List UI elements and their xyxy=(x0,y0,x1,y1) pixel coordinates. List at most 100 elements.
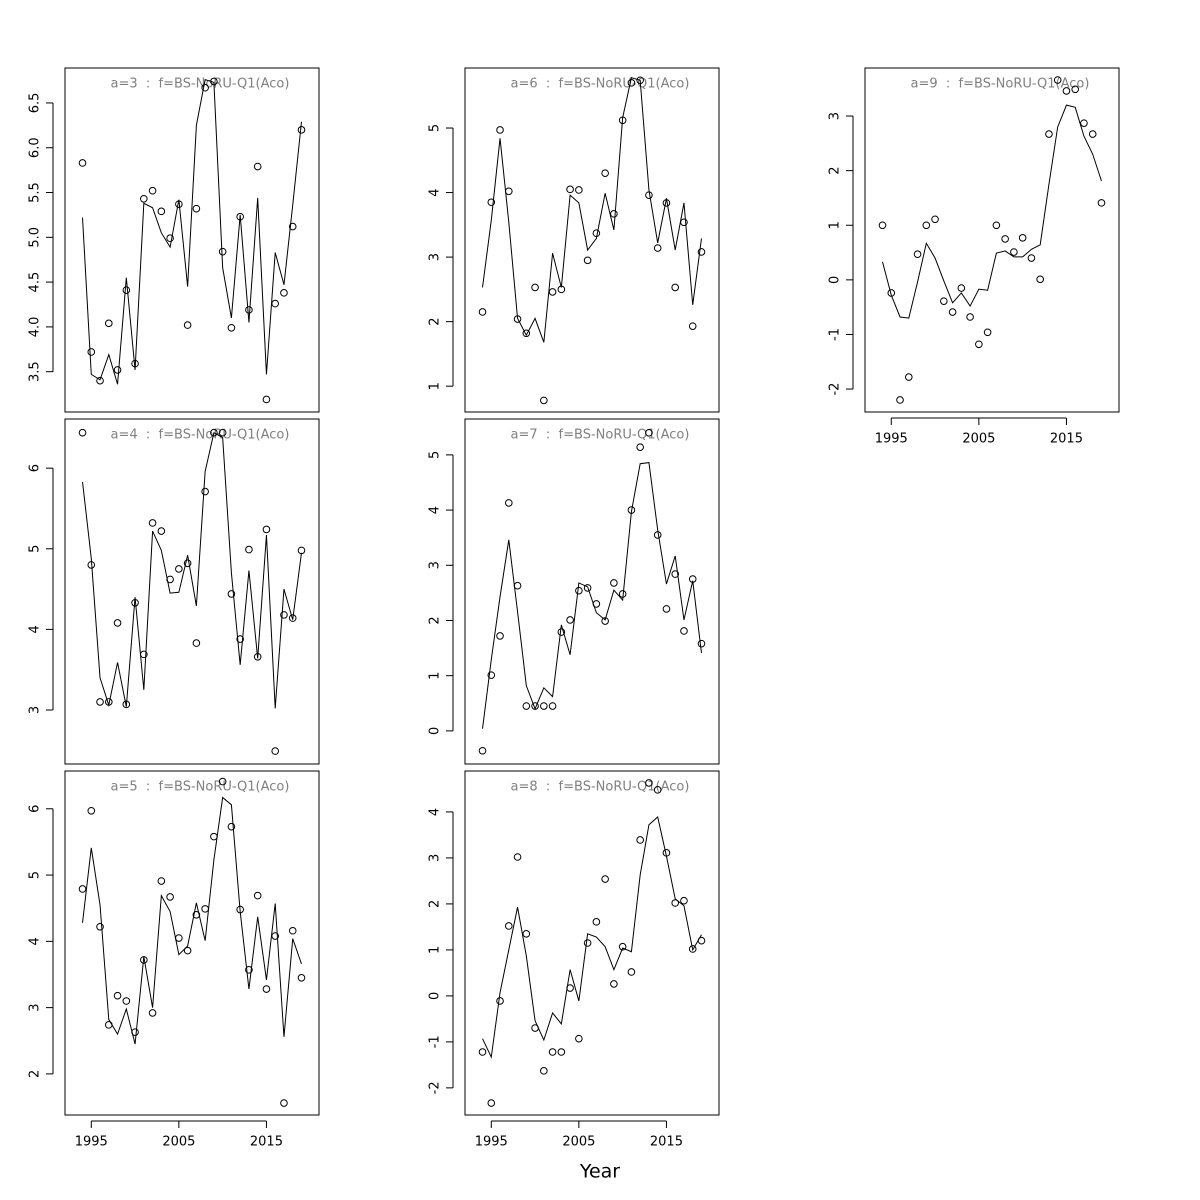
data-point xyxy=(548,1048,557,1056)
data-point xyxy=(245,306,253,314)
data-point xyxy=(1097,199,1106,207)
x-tick-label: 2005 xyxy=(962,432,995,447)
data-point xyxy=(636,443,644,451)
data-point xyxy=(166,893,174,901)
data-point xyxy=(262,985,271,993)
data-point xyxy=(680,627,688,635)
data-point xyxy=(940,297,948,305)
data-point xyxy=(610,980,618,988)
y-tick-label: 4 xyxy=(428,808,443,816)
data-point xyxy=(140,194,148,203)
y-tick-label: 3 xyxy=(28,706,43,714)
y-tick-label: 1 xyxy=(828,221,843,229)
data-point xyxy=(148,186,157,195)
y-tick-label: 2 xyxy=(428,318,443,326)
fitted-line xyxy=(82,431,302,709)
y-tick-label: 4.5 xyxy=(28,272,43,293)
data-point xyxy=(192,639,201,647)
data-point xyxy=(957,284,966,292)
data-point xyxy=(1062,87,1071,95)
data-point xyxy=(96,376,104,385)
x-tick-label: 1995 xyxy=(475,1135,508,1150)
data-point xyxy=(288,926,297,935)
data-point xyxy=(201,905,209,913)
y-tick-label: 5 xyxy=(28,545,43,553)
data-point xyxy=(1010,248,1018,256)
data-point xyxy=(531,283,539,292)
data-point xyxy=(1071,85,1080,94)
data-point xyxy=(653,786,662,794)
data-point xyxy=(566,185,574,194)
y-tick-label: 3 xyxy=(428,854,443,862)
data-point xyxy=(271,747,280,755)
data-point xyxy=(113,619,122,627)
x-tick-label: 2015 xyxy=(250,1135,283,1150)
x-tick-label: 2005 xyxy=(562,1135,595,1150)
data-point xyxy=(496,632,504,640)
panel-title: a=4 : f=BS-NoRU-Q1(Aco) xyxy=(111,428,290,443)
data-point xyxy=(487,671,496,679)
data-point xyxy=(78,885,87,893)
data-point xyxy=(566,616,574,624)
x-axis-title: Year xyxy=(579,1161,620,1183)
data-point xyxy=(680,896,688,905)
data-point xyxy=(87,806,96,815)
data-point xyxy=(662,605,671,613)
data-point xyxy=(645,779,653,787)
panel-title: a=7 : f=BS-NoRU-Q1(Aco) xyxy=(511,428,690,443)
panel: a=4 : f=BS-NoRU-Q1(Aco) 3 4 5 6 xyxy=(28,418,320,765)
data-point xyxy=(96,922,104,931)
plot-frame xyxy=(64,67,320,413)
data-point xyxy=(122,286,131,294)
y-tick-label: -1 xyxy=(828,328,843,341)
x-tick-label: 2015 xyxy=(650,1135,683,1150)
data-point xyxy=(157,877,166,885)
data-point xyxy=(166,234,174,243)
data-point xyxy=(297,546,306,555)
data-point xyxy=(262,395,271,404)
data-point xyxy=(1036,275,1044,284)
y-tick-label: 1 xyxy=(428,946,443,954)
data-point xyxy=(931,215,939,224)
data-point xyxy=(697,248,706,256)
data-point xyxy=(496,997,504,1005)
data-point xyxy=(201,487,209,496)
y-tick-label: -1 xyxy=(428,1035,443,1048)
data-point xyxy=(487,198,496,207)
panel-title: a=5 : f=BS-NoRU-Q1(Aco) xyxy=(111,780,290,795)
data-point xyxy=(548,288,557,296)
data-point xyxy=(575,586,583,595)
y-tick-label: 2 xyxy=(28,1070,43,1078)
data-point xyxy=(697,639,706,648)
y-tick-label: 4 xyxy=(428,188,443,196)
y-tick-label: 0 xyxy=(428,727,443,735)
data-point xyxy=(618,942,627,951)
y-tick-label: 0 xyxy=(828,276,843,284)
y-tick-label: 5.5 xyxy=(28,182,43,203)
data-point xyxy=(548,702,557,710)
data-point xyxy=(113,366,122,374)
panel: a=6 : f=BS-NoRU-Q1(Aco) 1 2 3 4 5 xyxy=(428,67,720,413)
y-tick-label: 3 xyxy=(428,561,443,569)
data-point xyxy=(627,968,636,976)
x-tick-label: 2015 xyxy=(1050,432,1083,447)
data-point xyxy=(983,328,992,337)
data-point xyxy=(297,973,306,982)
data-point xyxy=(504,187,513,196)
data-point xyxy=(183,321,192,329)
data-point xyxy=(671,283,680,292)
y-tick-label: 3 xyxy=(428,253,443,261)
y-tick-label: 3 xyxy=(828,112,843,120)
data-point xyxy=(157,527,166,535)
data-point xyxy=(1018,234,1027,242)
panel: a=9 : f=BS-NoRU-Q1(Aco) -2 -1 0 1 2 3 1995 2005 2… xyxy=(828,67,1120,447)
panel-title: a=9 : f=BS-NoRU-Q1(Aco) xyxy=(911,77,1090,92)
data-point xyxy=(513,853,522,861)
panel: a=3 : f=BS-NoRU-Q1(Aco) 3.5 4.0 4.5 5.0 5.5 6.… xyxy=(28,67,320,413)
data-point xyxy=(671,570,680,578)
x-tick-label: 1995 xyxy=(875,432,908,447)
data-point xyxy=(87,348,96,356)
data-point xyxy=(896,396,904,404)
y-tick-label: 5.0 xyxy=(28,227,43,248)
y-tick-label: 1 xyxy=(428,382,443,390)
